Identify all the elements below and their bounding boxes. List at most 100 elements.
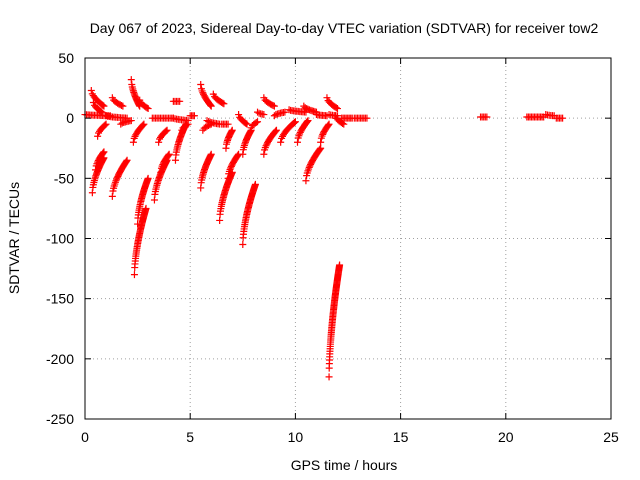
y-tick-label: -150 [46, 291, 74, 307]
data-point [164, 151, 172, 159]
y-tick-label: -50 [54, 170, 74, 186]
data-point [325, 373, 333, 381]
x-tick-label: 25 [603, 429, 619, 445]
data-point [317, 138, 325, 146]
data-point [112, 177, 120, 185]
x-tick-label: 15 [393, 429, 409, 445]
data-point [272, 126, 280, 134]
data-point [190, 112, 198, 120]
data-point [155, 138, 163, 146]
data-point [260, 111, 268, 119]
data-point [317, 144, 325, 152]
data-point [254, 108, 262, 116]
data-point [108, 192, 116, 200]
x-axis-label: GPS time / hours [291, 457, 398, 473]
data-point [294, 138, 302, 146]
data-track [216, 168, 236, 224]
data-track [150, 156, 171, 204]
data-point [92, 166, 100, 174]
data-point [281, 108, 289, 116]
data-track [277, 118, 299, 146]
data-point [559, 114, 567, 122]
data-point [303, 117, 311, 125]
data-track [260, 94, 278, 110]
data-point [123, 156, 131, 164]
data-track [89, 99, 106, 116]
data-point [117, 120, 125, 128]
data-point [111, 178, 119, 186]
data-point [184, 120, 192, 128]
data-point [183, 121, 191, 129]
data-track [323, 94, 341, 113]
data-point [305, 163, 313, 171]
data-point [290, 119, 298, 127]
y-tick-label: 0 [66, 110, 74, 126]
data-track [331, 112, 348, 128]
data-point [252, 119, 260, 127]
data-track [108, 156, 131, 200]
data-track [312, 111, 331, 120]
grid-layer [85, 58, 611, 419]
data-track [338, 114, 356, 122]
data-point [142, 204, 150, 212]
data-track [155, 126, 171, 146]
data-point [101, 121, 109, 129]
data-track [294, 117, 312, 146]
data-point [97, 107, 105, 115]
data-track [218, 120, 232, 128]
data-point [304, 117, 312, 125]
data-point [140, 120, 148, 128]
data-track [169, 97, 184, 105]
data-point [102, 120, 110, 128]
data-track [317, 120, 333, 146]
data-track [186, 112, 198, 120]
data-point [296, 130, 304, 138]
data-track [523, 113, 548, 121]
data-point [127, 117, 135, 125]
data-point [143, 104, 151, 112]
data-point [100, 102, 108, 110]
data-point [94, 132, 102, 140]
data-point [118, 101, 126, 109]
data-track [117, 117, 135, 128]
data-track [247, 118, 262, 132]
data-point [302, 177, 310, 185]
data-point [100, 148, 108, 156]
data-point [165, 150, 173, 158]
y-tick-label: -200 [46, 351, 74, 367]
data-track [270, 108, 289, 120]
data-point [325, 120, 333, 128]
data-point [130, 271, 138, 279]
data-point [157, 168, 165, 176]
data-point [119, 102, 127, 110]
data-track [552, 114, 567, 122]
data-point [87, 86, 95, 94]
data-track [209, 90, 228, 108]
data-point [226, 166, 234, 174]
data-track [239, 180, 259, 249]
data-track [325, 261, 344, 381]
data-track [178, 120, 192, 134]
data-point [291, 118, 299, 126]
data-point [254, 118, 262, 126]
data-point [98, 108, 106, 116]
data-point [262, 142, 270, 150]
data-point [224, 174, 232, 182]
data-point [138, 122, 146, 130]
data-point [332, 104, 340, 112]
data-track [542, 111, 558, 120]
data-point [207, 102, 215, 110]
data-point [483, 113, 491, 121]
data-point [158, 162, 166, 170]
data-point [219, 99, 227, 107]
data-track [94, 120, 110, 140]
data-track [235, 111, 251, 128]
data-track [254, 108, 268, 119]
data-point [162, 127, 170, 135]
data-track [130, 204, 150, 279]
data-track [260, 126, 280, 158]
data-point [251, 180, 259, 188]
data-point [207, 101, 215, 109]
x-tick-label: 5 [186, 429, 194, 445]
